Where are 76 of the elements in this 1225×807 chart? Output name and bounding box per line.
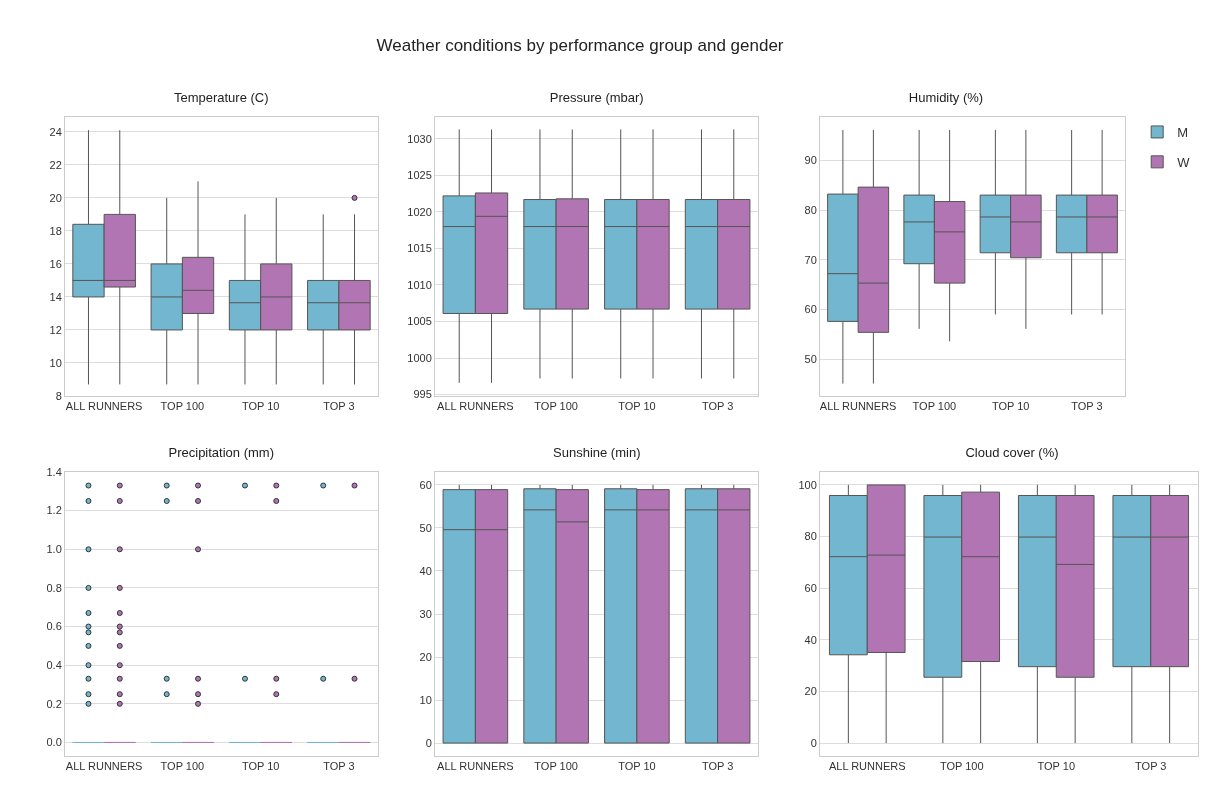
y-tick-label: 12 — [49, 323, 62, 336]
x-tick-label: TOP 10 — [618, 760, 656, 773]
y-tick-label: 14 — [49, 290, 62, 303]
x-tick-label: TOP 100 — [534, 760, 578, 773]
y-tick-label: 1020 — [407, 205, 432, 218]
y-tick-label: 1.4 — [46, 465, 62, 478]
x-tick-label: ALL RUNNERS — [65, 400, 143, 413]
x-tick-label: TOP 100 — [534, 400, 578, 413]
y-tick-label: 10 — [49, 356, 62, 369]
y-tick-label: 0 — [810, 736, 817, 749]
y-tick-label: 1.2 — [46, 504, 62, 517]
y-tick-label: 1000 — [407, 351, 432, 364]
y-tick-label: 16 — [49, 257, 62, 270]
legend-label: M — [1177, 125, 1189, 141]
y-tick-label: 10 — [419, 693, 432, 706]
y-tick-label: 40 — [804, 633, 817, 646]
y-tick-label: 40 — [419, 564, 432, 577]
y-tick-label: 100 — [798, 478, 817, 491]
y-tick-label: 0 — [425, 736, 432, 749]
y-tick-label: 1030 — [407, 132, 432, 145]
x-tick-label: ALL RUNNERS — [437, 760, 514, 773]
chart-title: Pressure (mbar) — [549, 90, 644, 106]
x-tick-label: TOP 3 — [323, 400, 355, 413]
x-tick-label: TOP 100 — [912, 400, 957, 413]
x-tick-label: TOP 100 — [939, 760, 984, 773]
y-tick-label: 0.0 — [46, 736, 62, 749]
x-tick-label: TOP 3 — [1135, 760, 1167, 773]
x-tick-label: ALL RUNNERS — [437, 400, 514, 413]
y-tick-label: 50 — [419, 521, 432, 534]
x-tick-label: TOP 10 — [1037, 760, 1076, 773]
x-tick-label: TOP 3 — [323, 760, 355, 773]
x-tick-label: TOP 3 — [701, 400, 734, 413]
x-tick-label: ALL RUNNERS — [65, 760, 143, 773]
y-tick-label: 60 — [419, 478, 432, 491]
y-tick-label: 1025 — [407, 169, 432, 182]
chart-title: Humidity (%) — [908, 90, 984, 106]
y-tick-label: 1005 — [407, 315, 432, 328]
y-tick-label: 80 — [804, 203, 817, 216]
y-tick-label: 30 — [419, 607, 432, 620]
y-tick-label: 80 — [804, 530, 817, 543]
y-tick-label: 60 — [804, 582, 817, 595]
x-tick-label: TOP 10 — [618, 400, 656, 413]
y-tick-label: 0.6 — [46, 620, 62, 633]
y-tick-label: 995 — [413, 388, 432, 401]
y-tick-label: 70 — [804, 253, 817, 266]
chart-title: Sunshine (min) — [553, 445, 641, 461]
y-tick-label: 24 — [49, 125, 62, 138]
y-tick-label: 50 — [804, 353, 817, 366]
x-tick-label: TOP 10 — [991, 400, 1030, 413]
y-tick-label: 1.0 — [46, 543, 62, 556]
y-tick-label: 90 — [804, 154, 817, 167]
y-tick-label: 0.4 — [46, 659, 62, 672]
y-tick-label: 22 — [49, 158, 62, 171]
y-tick-label: 20 — [804, 685, 817, 698]
x-tick-label: ALL RUNNERS — [819, 400, 897, 413]
text: Weather conditions by performance group and gender — [375, 36, 785, 56]
y-tick-label: 60 — [804, 303, 817, 316]
x-tick-label: TOP 10 — [241, 760, 280, 773]
x-tick-label: TOP 100 — [160, 760, 205, 773]
y-tick-label: 1015 — [407, 242, 432, 255]
x-tick-label: TOP 10 — [241, 400, 280, 413]
x-tick-label: TOP 3 — [1071, 400, 1103, 413]
x-tick-label: TOP 100 — [160, 400, 205, 413]
y-tick-label: 0.2 — [46, 697, 62, 710]
chart-title: Temperature (C) — [173, 90, 269, 106]
y-tick-label: 8 — [55, 389, 62, 402]
x-tick-label: ALL RUNNERS — [828, 760, 906, 773]
chart-title: Precipitation (mm) — [168, 445, 274, 461]
y-tick-label: 0.8 — [46, 581, 62, 594]
legend-label: W — [1177, 154, 1191, 170]
y-tick-label: 1010 — [407, 278, 432, 291]
chart-title: Cloud cover (%) — [965, 445, 1059, 461]
y-tick-label: 20 — [419, 650, 432, 663]
y-tick-label: 20 — [49, 191, 62, 204]
x-tick-label: TOP 3 — [701, 760, 734, 773]
y-tick-label: 18 — [49, 224, 62, 237]
